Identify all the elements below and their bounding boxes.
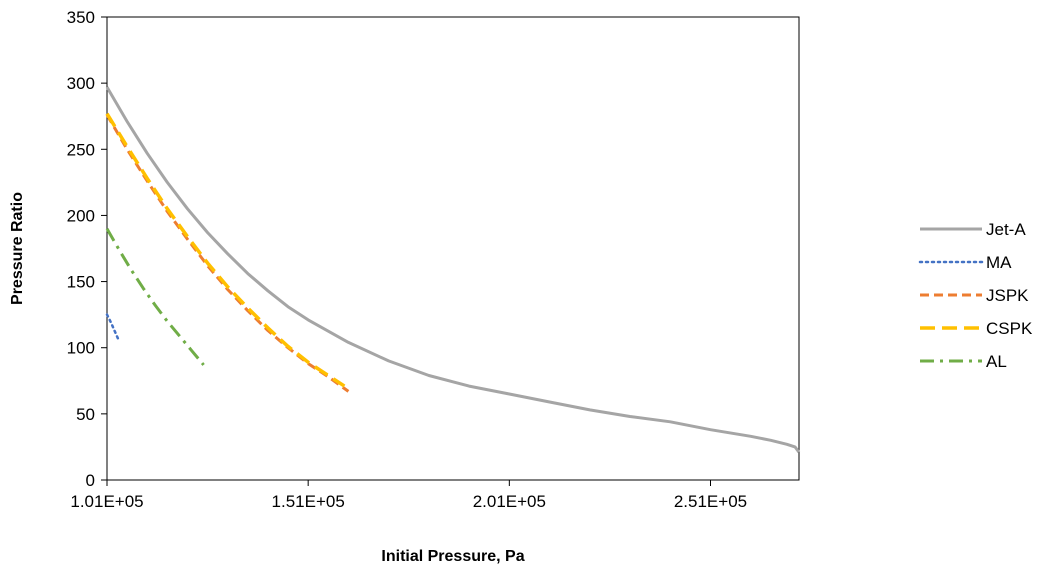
series-layer [105, 86, 801, 454]
legend-label-jspk: JSPK [986, 286, 1029, 305]
legend-label-ma: MA [986, 253, 1012, 272]
plot-area [106, 16, 800, 481]
series-line-cspk [105, 112, 346, 388]
x-tick-label: 1.01E+05 [70, 492, 143, 511]
legend-label-jet-a: Jet-A [986, 220, 1026, 239]
y-tick-label: 350 [67, 8, 95, 27]
y-tick-label: 100 [67, 339, 95, 358]
legend: Jet-A MA JSPK CSPK AL [918, 220, 1033, 371]
y-axis-title: Pressure Ratio [9, 192, 26, 305]
y-tick-label: 250 [67, 140, 95, 159]
x-tick-label: 2.51E+05 [674, 492, 747, 511]
legend-label-cspk: CSPK [986, 319, 1033, 338]
y-tick-label: 0 [86, 471, 95, 490]
y-tick-label: 200 [67, 206, 95, 225]
legend-label-al: AL [986, 352, 1007, 371]
x-axis-title: Initial Pressure, Pa [381, 548, 524, 565]
series-line-ma [105, 313, 121, 343]
series-line-jet-a [105, 86, 801, 454]
series-line-al [105, 227, 205, 366]
y-tick-label: 50 [76, 405, 95, 424]
x-tick-label: 2.01E+05 [473, 492, 546, 511]
plot-border [106, 16, 800, 481]
y-tick-label: 150 [67, 273, 95, 292]
ticks-layer: 0 50 100 150 200 250 300 350 1.01E+05 1.51E+05 2.0… [67, 8, 747, 511]
y-tick-label: 300 [67, 74, 95, 93]
x-tick-label: 1.51E+05 [272, 492, 345, 511]
